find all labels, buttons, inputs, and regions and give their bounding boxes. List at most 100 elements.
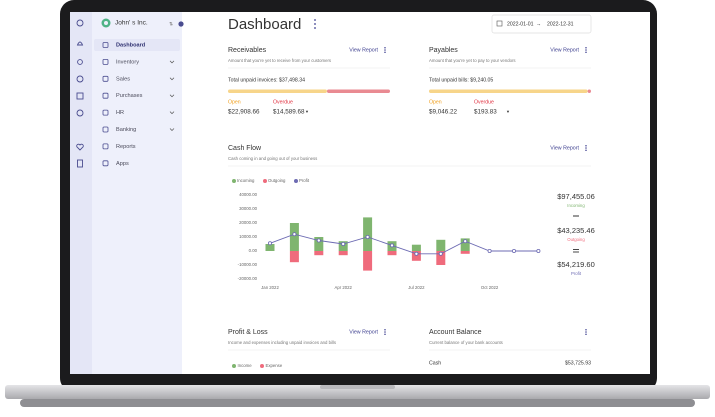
dot [585,331,587,333]
active-item-bg [94,39,180,51]
company-switch[interactable]: ⇅ [169,21,173,27]
date-from: 2022-01-01 [507,21,534,27]
menu-item[interactable]: Apps [116,161,129,167]
more-menu[interactable] [384,47,386,53]
laptop-base [5,385,710,399]
bar [387,251,397,256]
legend-label: Outgoing [268,178,286,183]
overdue-bar [587,89,591,93]
summary-value: $54,219.60 [557,260,595,269]
menu-item[interactable]: Banking [116,127,136,133]
dot [585,47,587,49]
overdue-value: $14,589.68 [273,109,305,116]
overdue-dropdown[interactable]: ▼ [506,109,510,114]
bar [338,241,348,251]
profit-point [414,251,419,256]
dot [585,333,587,335]
legend-swatch [260,364,264,368]
profit-point [365,234,370,239]
legend-label: Expense [266,363,283,368]
account-name: Cash [429,360,441,366]
menu-icon [102,75,109,82]
y-tick-label: 20000.00 [239,220,258,225]
bar [436,239,446,251]
legend-swatch [294,179,298,183]
card-subtitle: Income and expenses including unpaid inv… [228,340,336,345]
y-tick-label: 10000.00 [239,234,258,239]
card-title: Receivables [228,47,267,54]
y-tick-label: 30000.00 [239,206,258,211]
view-report[interactable]: View Report [349,47,378,53]
date-range[interactable] [491,14,592,34]
menu-item[interactable]: Dashboard [116,42,146,48]
profit-point [341,241,346,246]
profit-point [267,241,272,246]
menu-icon [102,42,109,48]
dot [585,49,587,51]
title-menu[interactable] [314,19,316,29]
card-title: Payables [429,47,458,54]
overdue-bar [326,89,390,93]
cards: Receivables View Report Amount that you're… [228,47,591,368]
chevron [169,128,175,131]
menu-icon [102,160,109,167]
view-report[interactable]: View Report [550,145,579,151]
open-label: Open [228,99,241,105]
total-unpaid: Total unpaid bills: $9,240.05 [429,77,493,83]
dot [585,147,587,149]
overdue-label: Overdue [474,99,494,105]
cash-flow: Incoming Outgoing Profit 40000.00 30000.00 20… [232,178,595,290]
more-menu[interactable] [585,145,587,151]
menu-item[interactable]: Sales [116,76,130,82]
profit-point [316,238,321,243]
card-title: Account Balance [429,329,482,336]
more-menu[interactable] [384,329,386,335]
view-report[interactable]: View Report [349,329,378,335]
x-tick-label: Oct 2022 [481,285,499,290]
menu-item[interactable]: HR [116,110,124,116]
card-subtitle: Current balance of your bank accounts [429,340,503,345]
profit-point [463,239,468,244]
sidebar [92,12,182,374]
more-menu[interactable] [585,329,587,335]
more-menu[interactable] [585,47,587,53]
bar [363,251,373,271]
dot [384,47,386,49]
legend-label: Profit [299,178,310,183]
summary-value: $97,455.06 [557,192,595,201]
chevron [169,111,175,115]
overdue-dropdown[interactable]: ▼ [305,109,309,114]
date-to: 2022-12-31 [547,21,574,27]
company-name: John' s Inc. [115,20,148,27]
profit-point [512,248,517,253]
card-subtitle: Amount that you're yet to receive from y… [228,58,331,63]
date-arrow: → [536,21,541,27]
bar [460,251,470,254]
laptop-notch [320,385,395,389]
menu-item[interactable]: Inventory [116,59,139,65]
chevron [169,77,175,81]
legend-label: Incoming [237,178,255,183]
view-report[interactable]: View Report [550,47,579,53]
menu-item[interactable]: Purchases [116,93,143,99]
open-label: Open [429,99,442,105]
bar [314,251,324,256]
open-value: $22,908.66 [228,109,260,116]
bar [363,217,373,251]
dot [384,49,386,51]
profit-line [269,233,539,255]
open-bar [429,89,588,93]
menu-item[interactable]: Reports [116,144,136,150]
dot [384,333,386,335]
bar [411,244,421,251]
icon-rail [70,12,92,374]
overdue-label: Overdue [273,99,293,105]
bar [436,251,446,265]
bar [460,238,470,251]
menu-icon [102,109,109,116]
rail-icons [76,19,84,168]
overdue-value: $193.83 [474,109,497,116]
x-tick-label: Jan 2022 [261,285,279,290]
total-unpaid: Total unpaid invoices: $37,498.34 [228,77,305,83]
